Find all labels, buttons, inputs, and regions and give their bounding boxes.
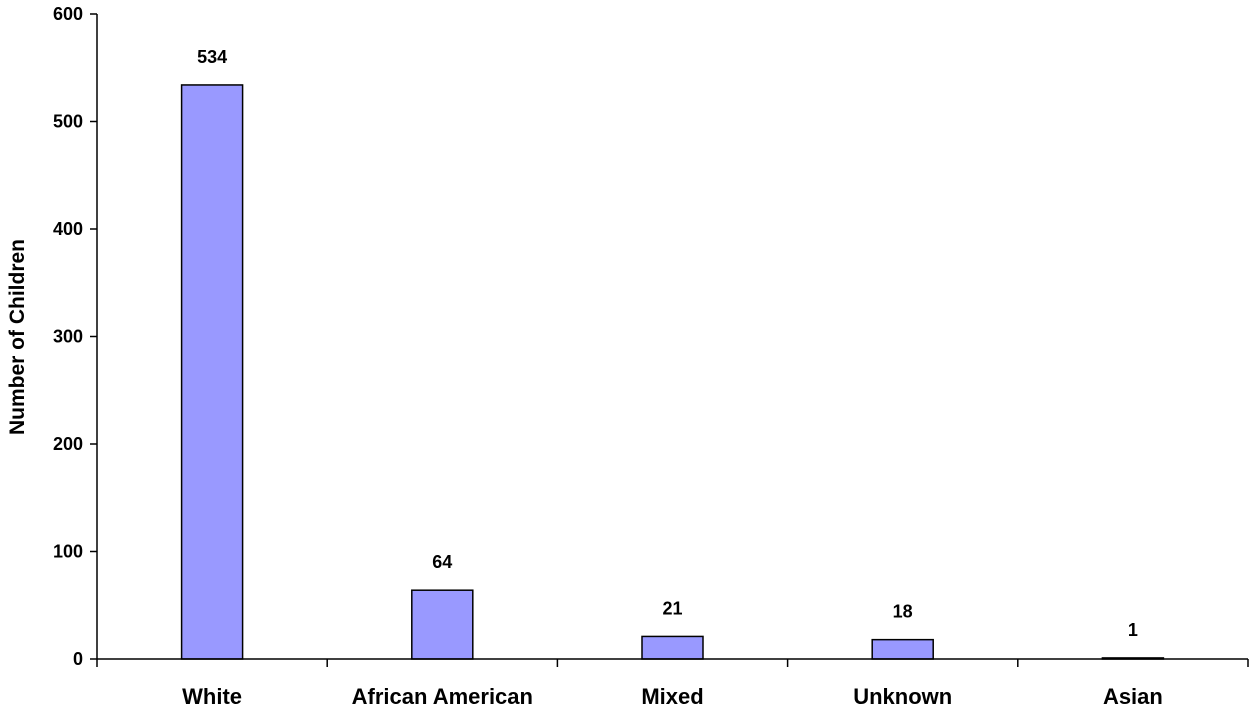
y-tick-label: 100 [53,542,83,562]
y-tick-label: 600 [53,4,83,24]
x-tick-label: White [182,684,242,709]
x-tick-label: Mixed [641,684,703,709]
y-tick-label: 200 [53,434,83,454]
data-label: 18 [893,602,913,622]
x-tick-label: Unknown [853,684,952,709]
y-axis-title: Number of Children [6,239,29,435]
y-tick-label: 0 [73,649,83,669]
data-label: 1 [1128,620,1138,640]
x-tick-label: Asian [1103,684,1163,709]
bar-mixed [641,635,704,660]
data-label: 534 [197,47,227,67]
bar-unknown [871,638,934,660]
bar-african-american [411,589,474,660]
x-tick-label: African American [352,684,533,709]
y-tick-label: 400 [53,219,83,239]
y-tick-label: 300 [53,327,83,347]
data-label: 64 [432,552,452,572]
y-tick-label: 500 [53,112,83,132]
bar-white [180,84,244,660]
data-label: 21 [662,598,682,618]
